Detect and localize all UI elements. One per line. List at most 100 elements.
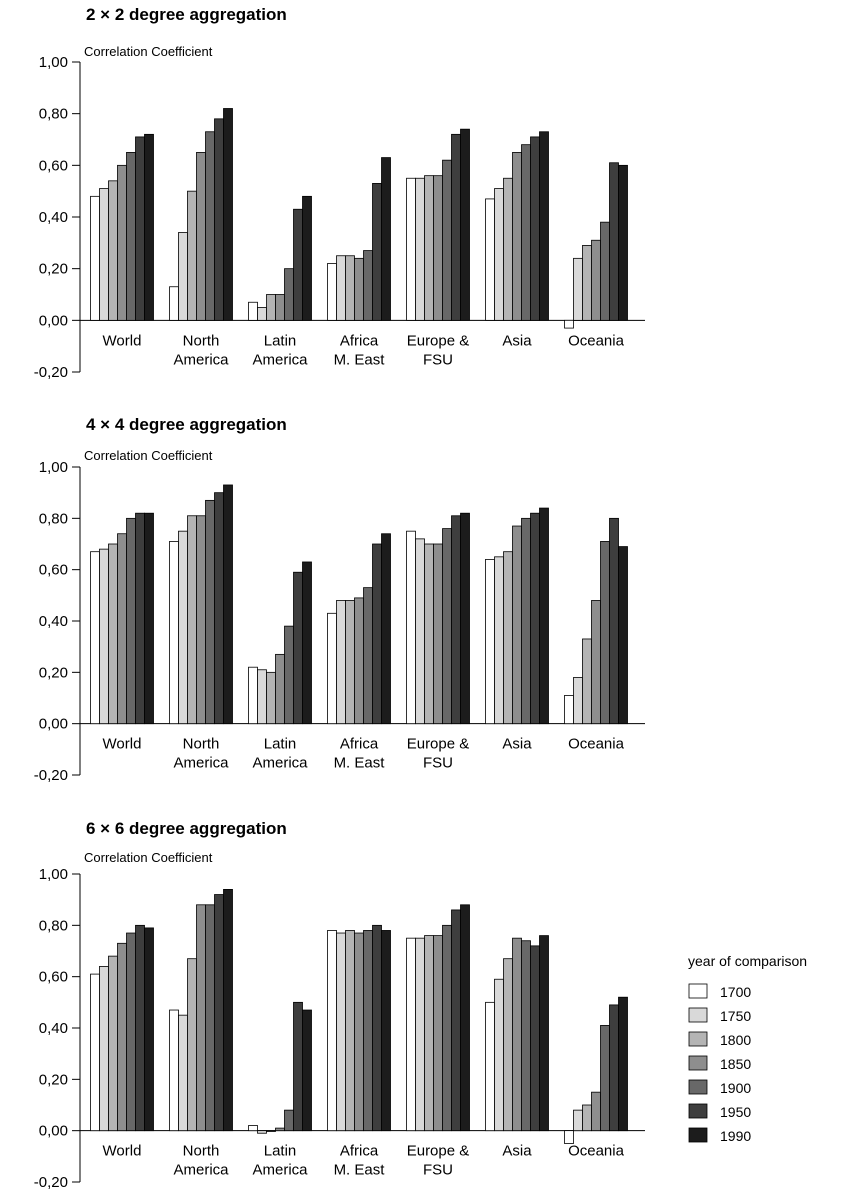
legend-swatch-1950 (688, 1103, 708, 1119)
bar-1950-7 (609, 1004, 619, 1132)
bar-1800-7 (582, 638, 592, 725)
category-label: Oceania (568, 736, 625, 753)
bar-1950-2 (214, 492, 224, 725)
y-tick-label: -0,20 (34, 767, 68, 784)
y-tick-label: -0,20 (34, 1174, 68, 1191)
bar-1800-6 (503, 177, 513, 321)
bar-1750-3 (257, 1130, 267, 1134)
bar-1950-1 (135, 136, 145, 321)
bar-1850-2 (196, 515, 206, 725)
chart-panel-1: 2 × 2 degree aggregation Correlation Coef… (34, 5, 645, 381)
bar-1900-7 (600, 541, 610, 725)
bar-1990-2 (223, 484, 233, 725)
bar-1700-5 (406, 177, 416, 321)
bar-1900-1 (126, 932, 136, 1132)
bar-1800-4 (345, 600, 355, 725)
category-label: North (183, 1143, 220, 1160)
category-label: Asia (502, 1143, 532, 1160)
bar-1990-6 (539, 935, 549, 1132)
bar-1700-1 (90, 195, 100, 321)
bar-1990-7 (618, 546, 628, 725)
bar-1850-6 (512, 152, 522, 321)
bar-1750-1 (99, 548, 109, 725)
y-tick-label: 0,40 (39, 1020, 68, 1037)
bar-1750-1 (99, 188, 109, 321)
bar-1750-1 (99, 966, 109, 1132)
bar-1750-6 (494, 978, 504, 1132)
bar-1900-4 (363, 587, 373, 725)
bar-1950-2 (214, 894, 224, 1132)
bar-1900-1 (126, 152, 136, 321)
bar-1800-4 (345, 255, 355, 321)
bar-1900-5 (442, 528, 452, 725)
y-axis-label: Correlation Coefficient (84, 44, 213, 59)
y-tick-label: 1,00 (39, 54, 68, 71)
bar-1750-5 (415, 937, 425, 1132)
legend-label-1700: 1700 (720, 984, 751, 1000)
category-label: North (183, 332, 220, 349)
bar-1750-7 (573, 257, 583, 321)
bar-1850-3 (275, 294, 285, 321)
bar-1800-7 (582, 1104, 592, 1132)
y-tick-label: 0,00 (39, 1123, 68, 1140)
bar-1700-7 (564, 695, 574, 725)
bar-1800-3 (266, 1130, 276, 1132)
category-label: M. East (334, 351, 386, 368)
bar-1950-6 (530, 945, 540, 1132)
bar-1900-7 (600, 1025, 610, 1132)
legend-label-1950: 1950 (720, 1104, 751, 1120)
chart-title: 4 × 4 degree aggregation (86, 415, 287, 434)
bar-1800-6 (503, 551, 513, 725)
category-label: FSU (423, 1162, 453, 1179)
bar-1750-5 (415, 177, 425, 321)
y-tick-label: 0,80 (39, 917, 68, 934)
bar-1900-3 (284, 1109, 294, 1132)
bar-1850-2 (196, 904, 206, 1132)
legend-label-1900: 1900 (720, 1080, 751, 1096)
bar-1950-2 (214, 118, 224, 321)
bar-1900-6 (521, 144, 531, 321)
bar-1850-1 (117, 164, 127, 321)
bar-1800-5 (424, 935, 434, 1132)
bar-1900-4 (363, 250, 373, 321)
bar-1990-1 (144, 512, 154, 725)
chart-title: 6 × 6 degree aggregation (86, 819, 287, 838)
bar-1950-6 (530, 512, 540, 725)
bar-1700-2 (169, 1009, 179, 1132)
bar-1990-5 (460, 512, 470, 725)
chart-panel-3: 6 × 6 degree aggregation Correlation Coef… (34, 819, 645, 1191)
bar-1990-1 (144, 927, 154, 1132)
bar-1700-2 (169, 286, 179, 321)
y-tick-label: 0,40 (39, 209, 68, 226)
bar-1950-3 (293, 208, 303, 321)
y-tick-label: 1,00 (39, 866, 68, 883)
bar-1950-3 (293, 571, 303, 725)
bar-1850-2 (196, 152, 206, 321)
bar-1990-1 (144, 133, 154, 321)
bar-1900-2 (205, 499, 215, 725)
legend-swatch-1750 (688, 1007, 708, 1023)
bar-1990-5 (460, 128, 470, 321)
legend: year of comparison 1700 1750 1800 1850 1900 19… (688, 953, 807, 1144)
legend-swatch-1900 (688, 1079, 708, 1095)
bar-1990-2 (223, 889, 233, 1132)
category-label: Asia (502, 736, 532, 753)
bar-1700-6 (485, 559, 495, 725)
bar-1850-3 (275, 1127, 285, 1132)
bar-1700-2 (169, 541, 179, 725)
bar-1800-5 (424, 543, 434, 725)
bar-1950-5 (451, 909, 461, 1132)
category-label: Europe & (407, 736, 470, 753)
bar-1900-5 (442, 924, 452, 1132)
chart-title: 2 × 2 degree aggregation (86, 5, 287, 24)
bar-1850-5 (433, 543, 443, 725)
bar-1900-4 (363, 930, 373, 1132)
category-label: America (252, 1162, 308, 1179)
legend-label-1750: 1750 (720, 1008, 751, 1024)
bar-1990-3 (302, 561, 312, 725)
legend-swatch-1850 (688, 1055, 708, 1071)
bar-1950-5 (451, 515, 461, 725)
bar-1950-4 (372, 924, 382, 1132)
bar-1850-4 (354, 597, 364, 725)
bar-1900-3 (284, 625, 294, 725)
